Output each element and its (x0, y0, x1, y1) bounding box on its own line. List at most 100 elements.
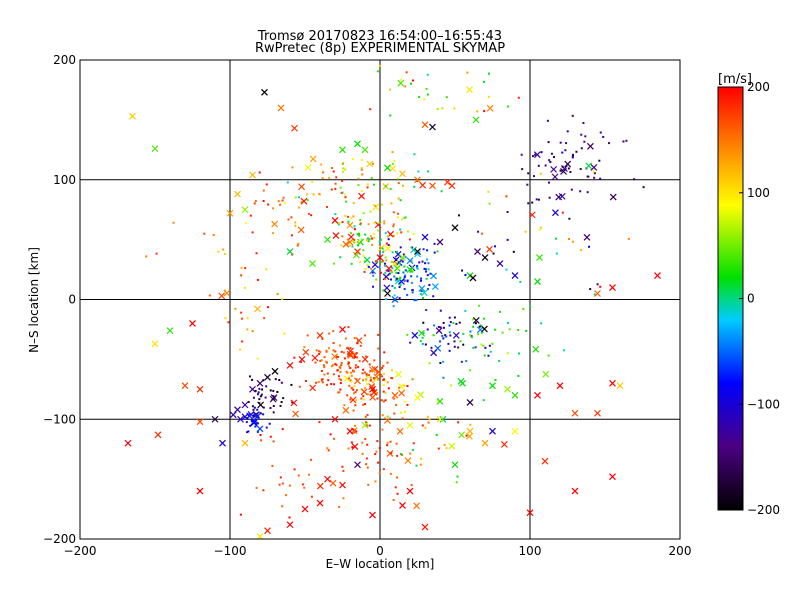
scatter-point (517, 329, 520, 332)
scatter-point (372, 384, 375, 387)
scatter-point (398, 386, 401, 389)
scatter-point (474, 346, 477, 349)
scatter-point (348, 365, 351, 368)
scatter-point (593, 172, 596, 175)
scatter-point (399, 228, 402, 231)
scatter-point (353, 354, 356, 357)
scatter-point (267, 306, 270, 309)
scatter-point (387, 269, 390, 272)
scatter-point (367, 223, 370, 226)
scatter-marker-x (339, 326, 346, 333)
scatter-point (278, 379, 281, 382)
scatter-point (579, 190, 582, 193)
scatter-point (358, 232, 361, 235)
scatter-marker-x (511, 427, 519, 435)
scatter-point (423, 267, 426, 270)
scatter-marker-x (496, 260, 504, 267)
scatter-point (355, 399, 358, 402)
scatter-point (416, 275, 419, 278)
scatter-point (371, 381, 374, 384)
scatter-point (368, 363, 371, 366)
scatter-point (462, 343, 465, 346)
scatter-point (570, 188, 573, 191)
scatter-point (340, 362, 343, 365)
scatter-point (575, 150, 578, 153)
scatter-point (420, 289, 423, 292)
scatter-point (394, 486, 397, 489)
scatter-point (256, 357, 259, 360)
scatter-marker-x (414, 394, 421, 402)
scatter-point (353, 241, 356, 244)
scatter-point (362, 368, 365, 371)
scatter-point (343, 404, 346, 407)
scatter-point (386, 444, 389, 447)
scatter-point (522, 307, 525, 310)
scatter-point (325, 360, 328, 363)
scatter-point (385, 259, 388, 262)
scatter-point (286, 181, 289, 184)
scatter-point (342, 469, 345, 472)
scatter-point (419, 340, 422, 343)
scatter-point (426, 328, 429, 331)
scatter-point (337, 391, 340, 394)
scatter-point (390, 278, 393, 281)
scatter-point (369, 235, 372, 238)
scatter-point (487, 190, 490, 193)
scatter-point (355, 389, 358, 392)
scatter-point (330, 382, 333, 385)
scatter-point (267, 203, 270, 206)
scatter-point (448, 324, 451, 327)
scatter-point (355, 430, 358, 433)
scatter-marker-x (448, 442, 456, 450)
scatter-point (347, 346, 350, 349)
scatter-marker-x (329, 479, 337, 487)
scatter-point (224, 317, 227, 320)
colorbar-tick-label: −100 (747, 397, 780, 411)
scatter-marker-x (429, 123, 436, 131)
scatter-point (353, 225, 356, 228)
scatter-marker-x (375, 368, 383, 376)
scatter-point (363, 260, 366, 263)
scatter-point (365, 373, 368, 376)
scatter-point (340, 350, 343, 353)
scatter-point (482, 399, 485, 402)
scatter-point (338, 222, 341, 225)
scatter-marker-x (234, 406, 241, 414)
scatter-point (393, 299, 396, 302)
scatter-marker-x (534, 391, 541, 399)
scatter-point (327, 379, 330, 382)
scatter-marker-x (343, 375, 351, 383)
scatter-point (344, 337, 347, 340)
scatter-point (378, 64, 381, 67)
scatter-point (531, 201, 534, 204)
scatter-point (433, 324, 436, 327)
scatter-point (265, 183, 268, 186)
scatter-point (373, 183, 376, 186)
scatter-point (363, 270, 366, 273)
scatter-marker-x (418, 284, 426, 292)
colorbar-tick-label: 0 (747, 292, 755, 306)
scatter-point (430, 346, 433, 349)
scatter-marker-x (556, 382, 564, 390)
scatter-marker-x (342, 240, 350, 248)
scatter-point (294, 221, 297, 224)
scatter-marker-x (430, 349, 438, 357)
scatter-point (325, 383, 328, 386)
scatter-point (413, 299, 416, 302)
scatter-point (335, 176, 338, 179)
scatter-point (251, 231, 254, 234)
scatter-point (346, 394, 349, 397)
scatter-point (260, 439, 263, 442)
scatter-marker-x (250, 419, 258, 427)
scatter-point (383, 351, 386, 354)
scatter-point (412, 79, 415, 82)
scatter-point (442, 326, 445, 329)
scatter-point (364, 233, 367, 236)
scatter-point (410, 275, 413, 278)
scatter-point (424, 343, 427, 346)
scatter-marker-x (385, 265, 393, 272)
scatter-point (479, 324, 482, 327)
scatter-point (344, 193, 347, 196)
scatter-point (427, 170, 430, 173)
scatter-marker-x (419, 181, 427, 189)
